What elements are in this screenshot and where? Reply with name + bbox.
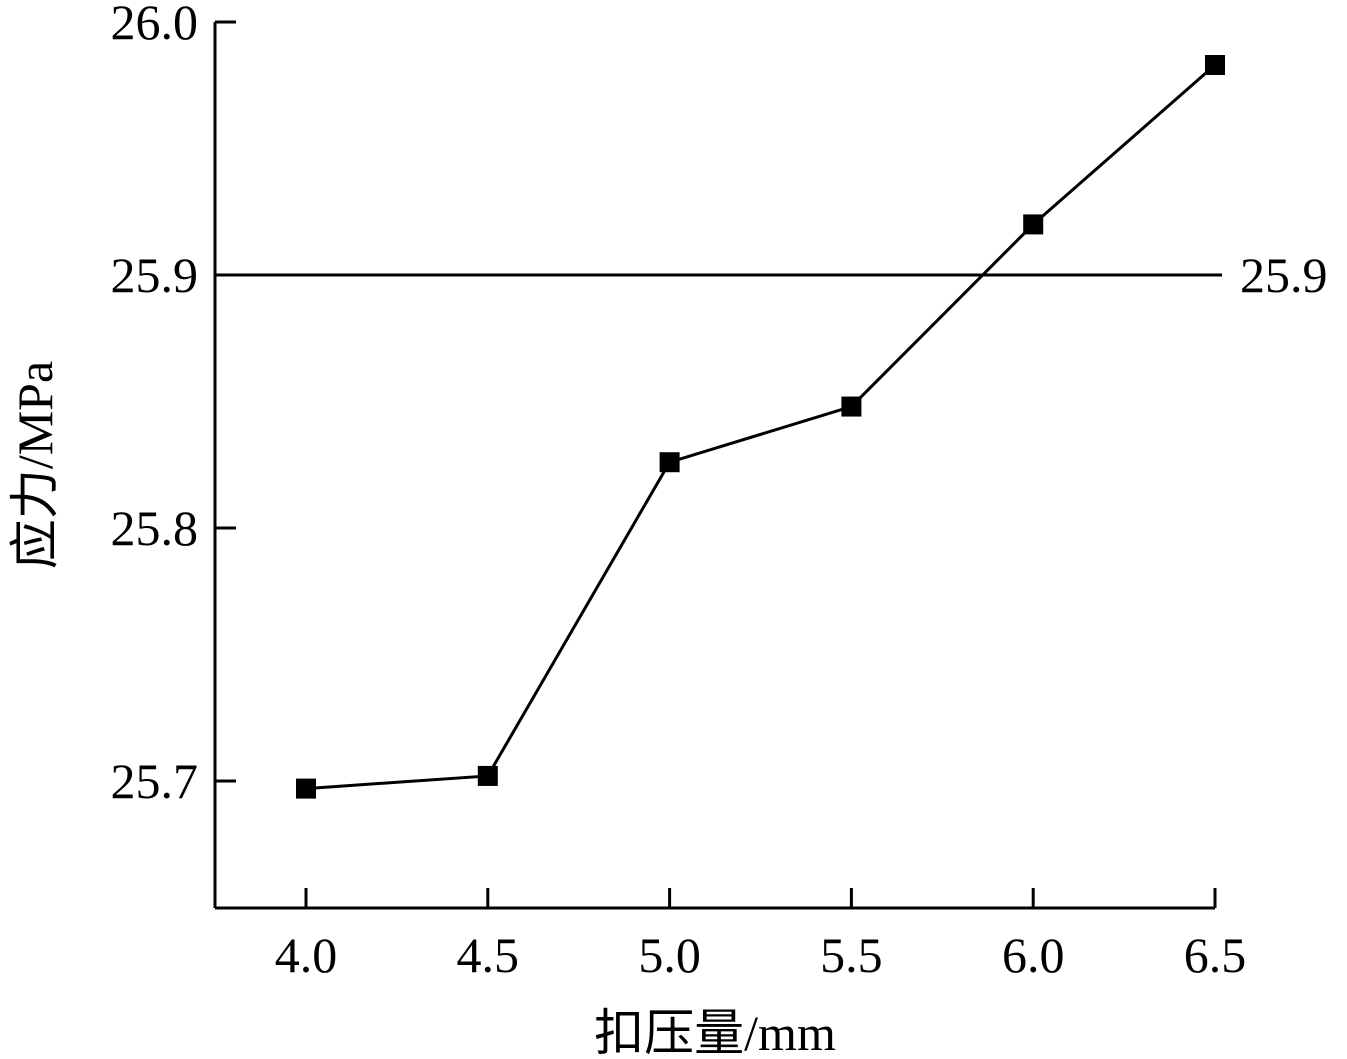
data-point-marker (1205, 55, 1225, 76)
data-point-marker (477, 765, 498, 786)
series-markers (296, 55, 1225, 799)
y-axis-title: 应力/MPa (7, 361, 63, 569)
y-tick-label: 25.9 (111, 247, 199, 303)
reference-line-label: 25.9 (1240, 247, 1328, 303)
y-tick-label: 26.0 (111, 0, 199, 50)
y-tick-label: 25.8 (111, 500, 199, 556)
x-tick-label: 6.0 (1002, 927, 1065, 983)
x-tick-label: 6.5 (1184, 927, 1247, 983)
x-tick-label: 4.0 (275, 927, 338, 983)
data-point-marker (296, 778, 316, 799)
y-tick-label: 25.7 (111, 753, 199, 809)
series-line (305, 63, 1216, 791)
x-tick-label: 4.5 (457, 927, 520, 983)
x-tick-label: 5.5 (820, 927, 883, 983)
x-tick-label: 5.0 (638, 927, 701, 983)
y-axis-ticks: 25.7 25.8 25.9 26.0 (111, 0, 236, 809)
x-axis-ticks: 4.0 4.5 5.0 5.5 6.0 6.5 (275, 888, 1247, 983)
data-point-marker (841, 396, 862, 417)
data-point-marker (659, 452, 680, 473)
data-point-marker (1023, 214, 1044, 235)
x-axis-title: 扣压量/mm (594, 1005, 836, 1059)
